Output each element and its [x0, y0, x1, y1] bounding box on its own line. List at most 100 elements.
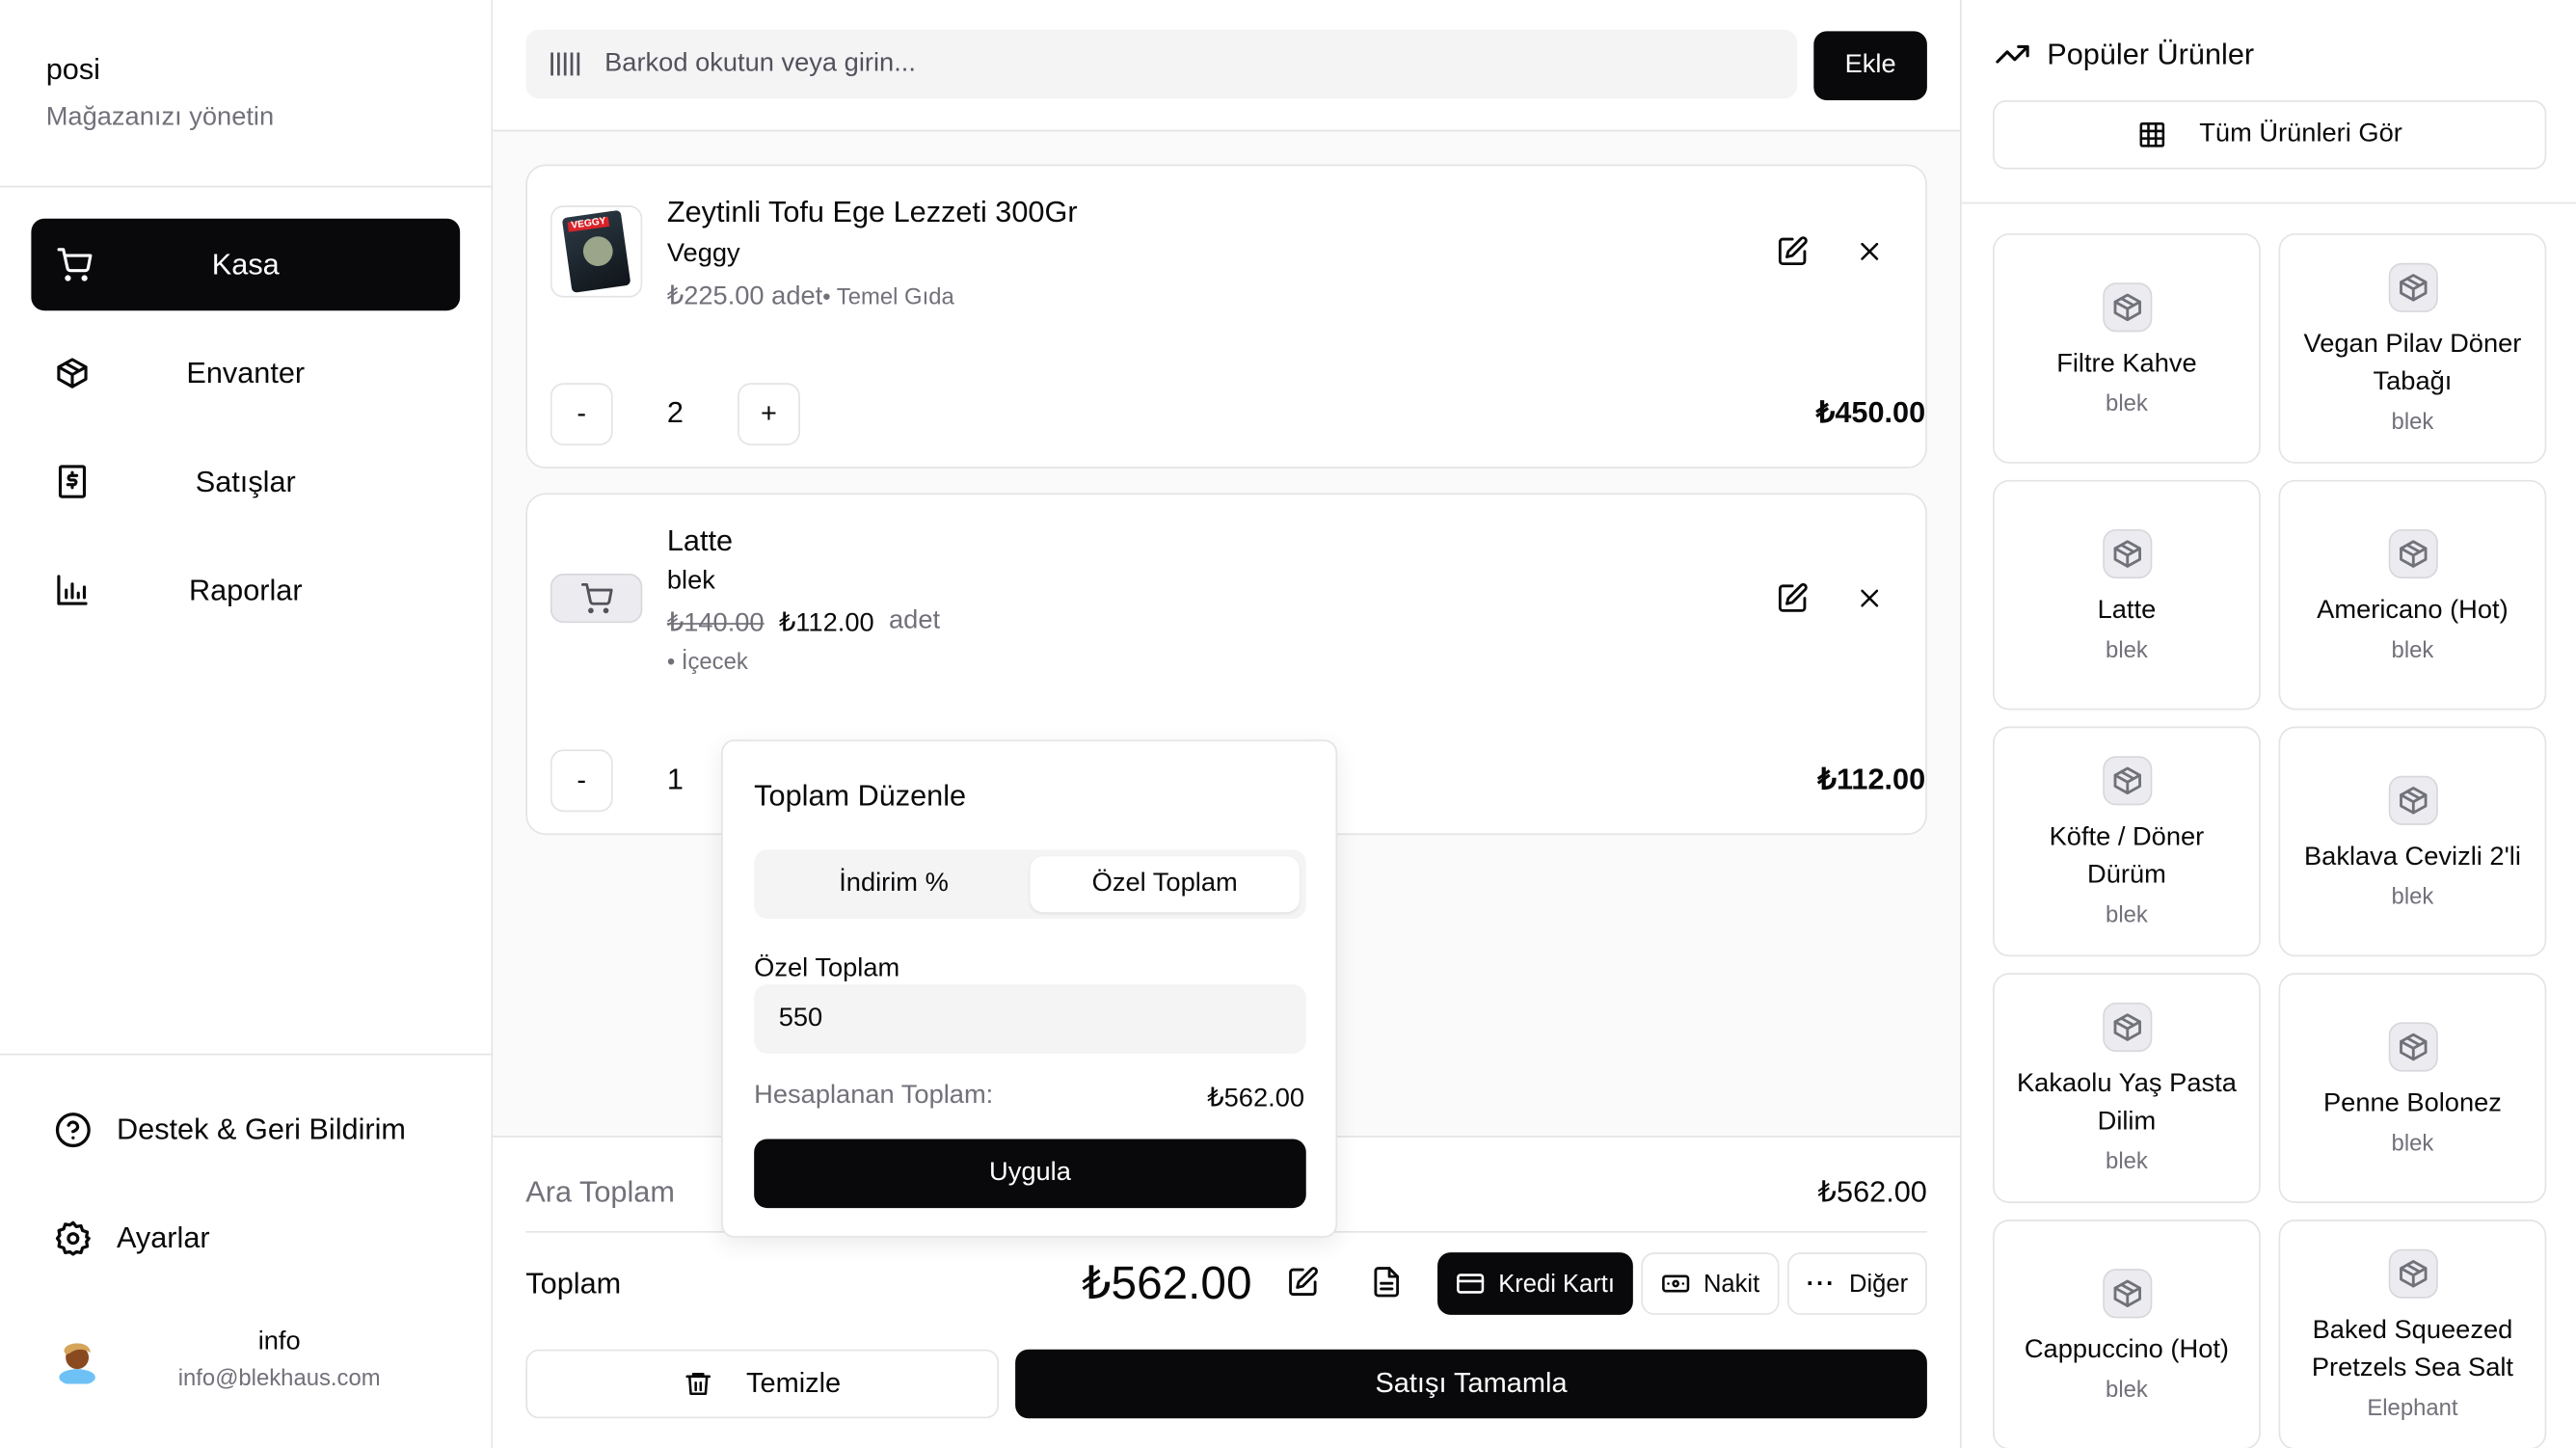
- sidebar-item-envanter[interactable]: Envanter: [31, 327, 460, 418]
- product-tile[interactable]: Filtre Kahve blek: [1993, 233, 2261, 464]
- more-horizontal-icon: ···: [1806, 1270, 1837, 1299]
- avatar[interactable]: [56, 1334, 98, 1384]
- item-unit: adet: [889, 606, 941, 635]
- edit-item-button[interactable]: [1776, 582, 1809, 615]
- qty-value[interactable]: 1: [666, 763, 684, 796]
- cart-icon: [54, 247, 94, 283]
- payment-label: Kredi Kartı: [1498, 1270, 1616, 1299]
- sidebar-item-label: Satışlar: [195, 464, 296, 497]
- mode-tabs: İndirim % Özel Toplam: [754, 849, 1306, 920]
- edit-item-button[interactable]: [1776, 235, 1809, 268]
- subtotal-value: ₺562.00: [1817, 1174, 1927, 1209]
- add-button[interactable]: Ekle: [1813, 31, 1927, 100]
- total-label: Toplam: [525, 1267, 622, 1301]
- close-icon: [1855, 583, 1885, 613]
- edit-icon: [1286, 1266, 1319, 1299]
- edit-total-popover: Toplam Düzenle İndirim % Özel Toplam Öze…: [721, 739, 1338, 1238]
- item-category: • İçecek: [666, 647, 748, 675]
- panel-title: Popüler Ürünler: [2047, 37, 2255, 70]
- field-label: Özel Toplam: [754, 954, 900, 983]
- barcode-input[interactable]: Barkod okutun veya girin...: [525, 29, 1798, 99]
- product-brand: blek: [2106, 1147, 2148, 1174]
- product-tile[interactable]: Cappuccino (Hot) blek: [1993, 1220, 2261, 1448]
- divider: [0, 185, 494, 188]
- calculated-total-value: ₺562.00: [1207, 1085, 1305, 1113]
- grid-icon: [2137, 120, 2167, 149]
- product-name: Cappuccino (Hot): [2024, 1335, 2230, 1364]
- product-image-placeholder: [550, 574, 643, 624]
- product-tile[interactable]: Baked Squeezed Pretzels Sea Salt Elephant: [2278, 1220, 2547, 1448]
- qty-decrease-button[interactable]: -: [550, 749, 613, 813]
- complete-sale-button[interactable]: Satışı Tamamla: [1015, 1349, 1927, 1419]
- view-all-products-button[interactable]: Tüm Ürünleri Gör: [1993, 99, 2547, 170]
- settings-link[interactable]: Ayarlar: [54, 1220, 210, 1257]
- popular-products-panel: Popüler Ürünler Tüm Ürünleri Gör Filtre …: [1959, 0, 2576, 1448]
- product-name: Köfte / Döner Dürüm: [2049, 823, 2205, 890]
- payment-cash-button[interactable]: Nakit: [1641, 1252, 1780, 1315]
- app-subtitle: Mağazanızı yönetin: [45, 103, 275, 132]
- trending-up-icon: [1995, 37, 2030, 73]
- product-brand: blek: [2391, 881, 2434, 908]
- tab-custom-total[interactable]: Özel Toplam: [1030, 856, 1300, 913]
- clear-cart-button[interactable]: Temizle: [525, 1349, 1000, 1419]
- edit-icon: [1776, 235, 1809, 268]
- close-icon: [1855, 237, 1885, 267]
- product-name: Americano (Hot): [2317, 596, 2509, 625]
- product-tile[interactable]: Americano (Hot) blek: [2278, 479, 2547, 711]
- edit-total-button[interactable]: [1286, 1266, 1319, 1299]
- sidebar-item-label: Envanter: [186, 356, 306, 389]
- product-tile[interactable]: Vegan Pilav Döner Tabağı blek: [2278, 233, 2547, 464]
- help-circle-icon: [54, 1111, 92, 1148]
- product-tile[interactable]: Baklava Cevizli 2'li blek: [2278, 726, 2547, 957]
- product-name: Latte: [2097, 596, 2157, 625]
- custom-total-input[interactable]: 550: [754, 984, 1306, 1054]
- cart-item: VEGGY Zeytinli Tofu Ege Lezzeti 300Gr Ve…: [525, 164, 1927, 469]
- product-tile[interactable]: Penne Bolonez blek: [2278, 973, 2547, 1203]
- product-tile[interactable]: Köfte / Döner Dürüm blek: [1993, 726, 2261, 957]
- barcode-placeholder: Barkod okutun veya girin...: [604, 49, 916, 78]
- apply-button[interactable]: Uygula: [754, 1139, 1306, 1209]
- product-tile[interactable]: Kakaolu Yaş Pasta Dilim blek: [1993, 973, 2261, 1203]
- payment-other-button[interactable]: ··· Diğer: [1787, 1252, 1927, 1315]
- sidebar-item-satislar[interactable]: Satışlar: [31, 436, 460, 527]
- support-link[interactable]: Destek & Geri Bildirim: [54, 1111, 406, 1148]
- tab-discount-percent[interactable]: İndirim %: [839, 869, 949, 898]
- payment-credit-card-button[interactable]: Kredi Kartı: [1437, 1252, 1633, 1315]
- subtotal-label: Ara Toplam: [525, 1174, 675, 1209]
- total-value: ₺562.00: [1082, 1257, 1252, 1309]
- product-brand: blek: [2106, 389, 2148, 416]
- file-text-icon: [1370, 1266, 1403, 1299]
- package-icon: [2102, 1002, 2152, 1053]
- item-brand: blek: [666, 567, 715, 596]
- user-email: info@blekhaus.com: [177, 1364, 381, 1391]
- product-name: Baklava Cevizli 2'li: [2303, 842, 2521, 871]
- qty-decrease-button[interactable]: -: [550, 383, 613, 446]
- remove-item-button[interactable]: [1855, 237, 1885, 267]
- package-icon: [2387, 262, 2438, 312]
- qty-value[interactable]: 2: [666, 395, 684, 429]
- trash-icon: [684, 1369, 713, 1399]
- divider: [0, 1053, 494, 1056]
- product-image-brand: VEGGY: [567, 216, 610, 232]
- edit-icon: [1776, 582, 1809, 615]
- product-name: Baked Squeezed Pretzels Sea Salt: [2311, 1316, 2514, 1382]
- item-name: Latte: [666, 523, 734, 557]
- sidebar-item-label: Kasa: [211, 247, 280, 281]
- product-tile[interactable]: Latte blek: [1993, 479, 2261, 711]
- product-image: VEGGY: [550, 205, 643, 298]
- sidebar-item-kasa[interactable]: Kasa: [31, 218, 461, 311]
- product-brand: Elephant: [2367, 1393, 2458, 1421]
- product-name: Vegan Pilav Döner Tabağı: [2303, 330, 2522, 396]
- package-icon: [54, 355, 90, 391]
- package-icon: [2102, 756, 2152, 806]
- receipt-button[interactable]: [1370, 1266, 1403, 1299]
- qty-increase-button[interactable]: +: [738, 383, 800, 446]
- remove-item-button[interactable]: [1855, 583, 1885, 613]
- product-brand: blek: [2106, 900, 2148, 927]
- sidebar-item-raporlar[interactable]: Raporlar: [31, 544, 460, 635]
- item-total: ₺450.00: [1815, 395, 1926, 429]
- package-icon: [2102, 528, 2152, 578]
- item-total: ₺112.00: [1817, 763, 1926, 796]
- banknote-icon: [1661, 1269, 1691, 1299]
- product-name: Filtre Kahve: [2056, 349, 2197, 378]
